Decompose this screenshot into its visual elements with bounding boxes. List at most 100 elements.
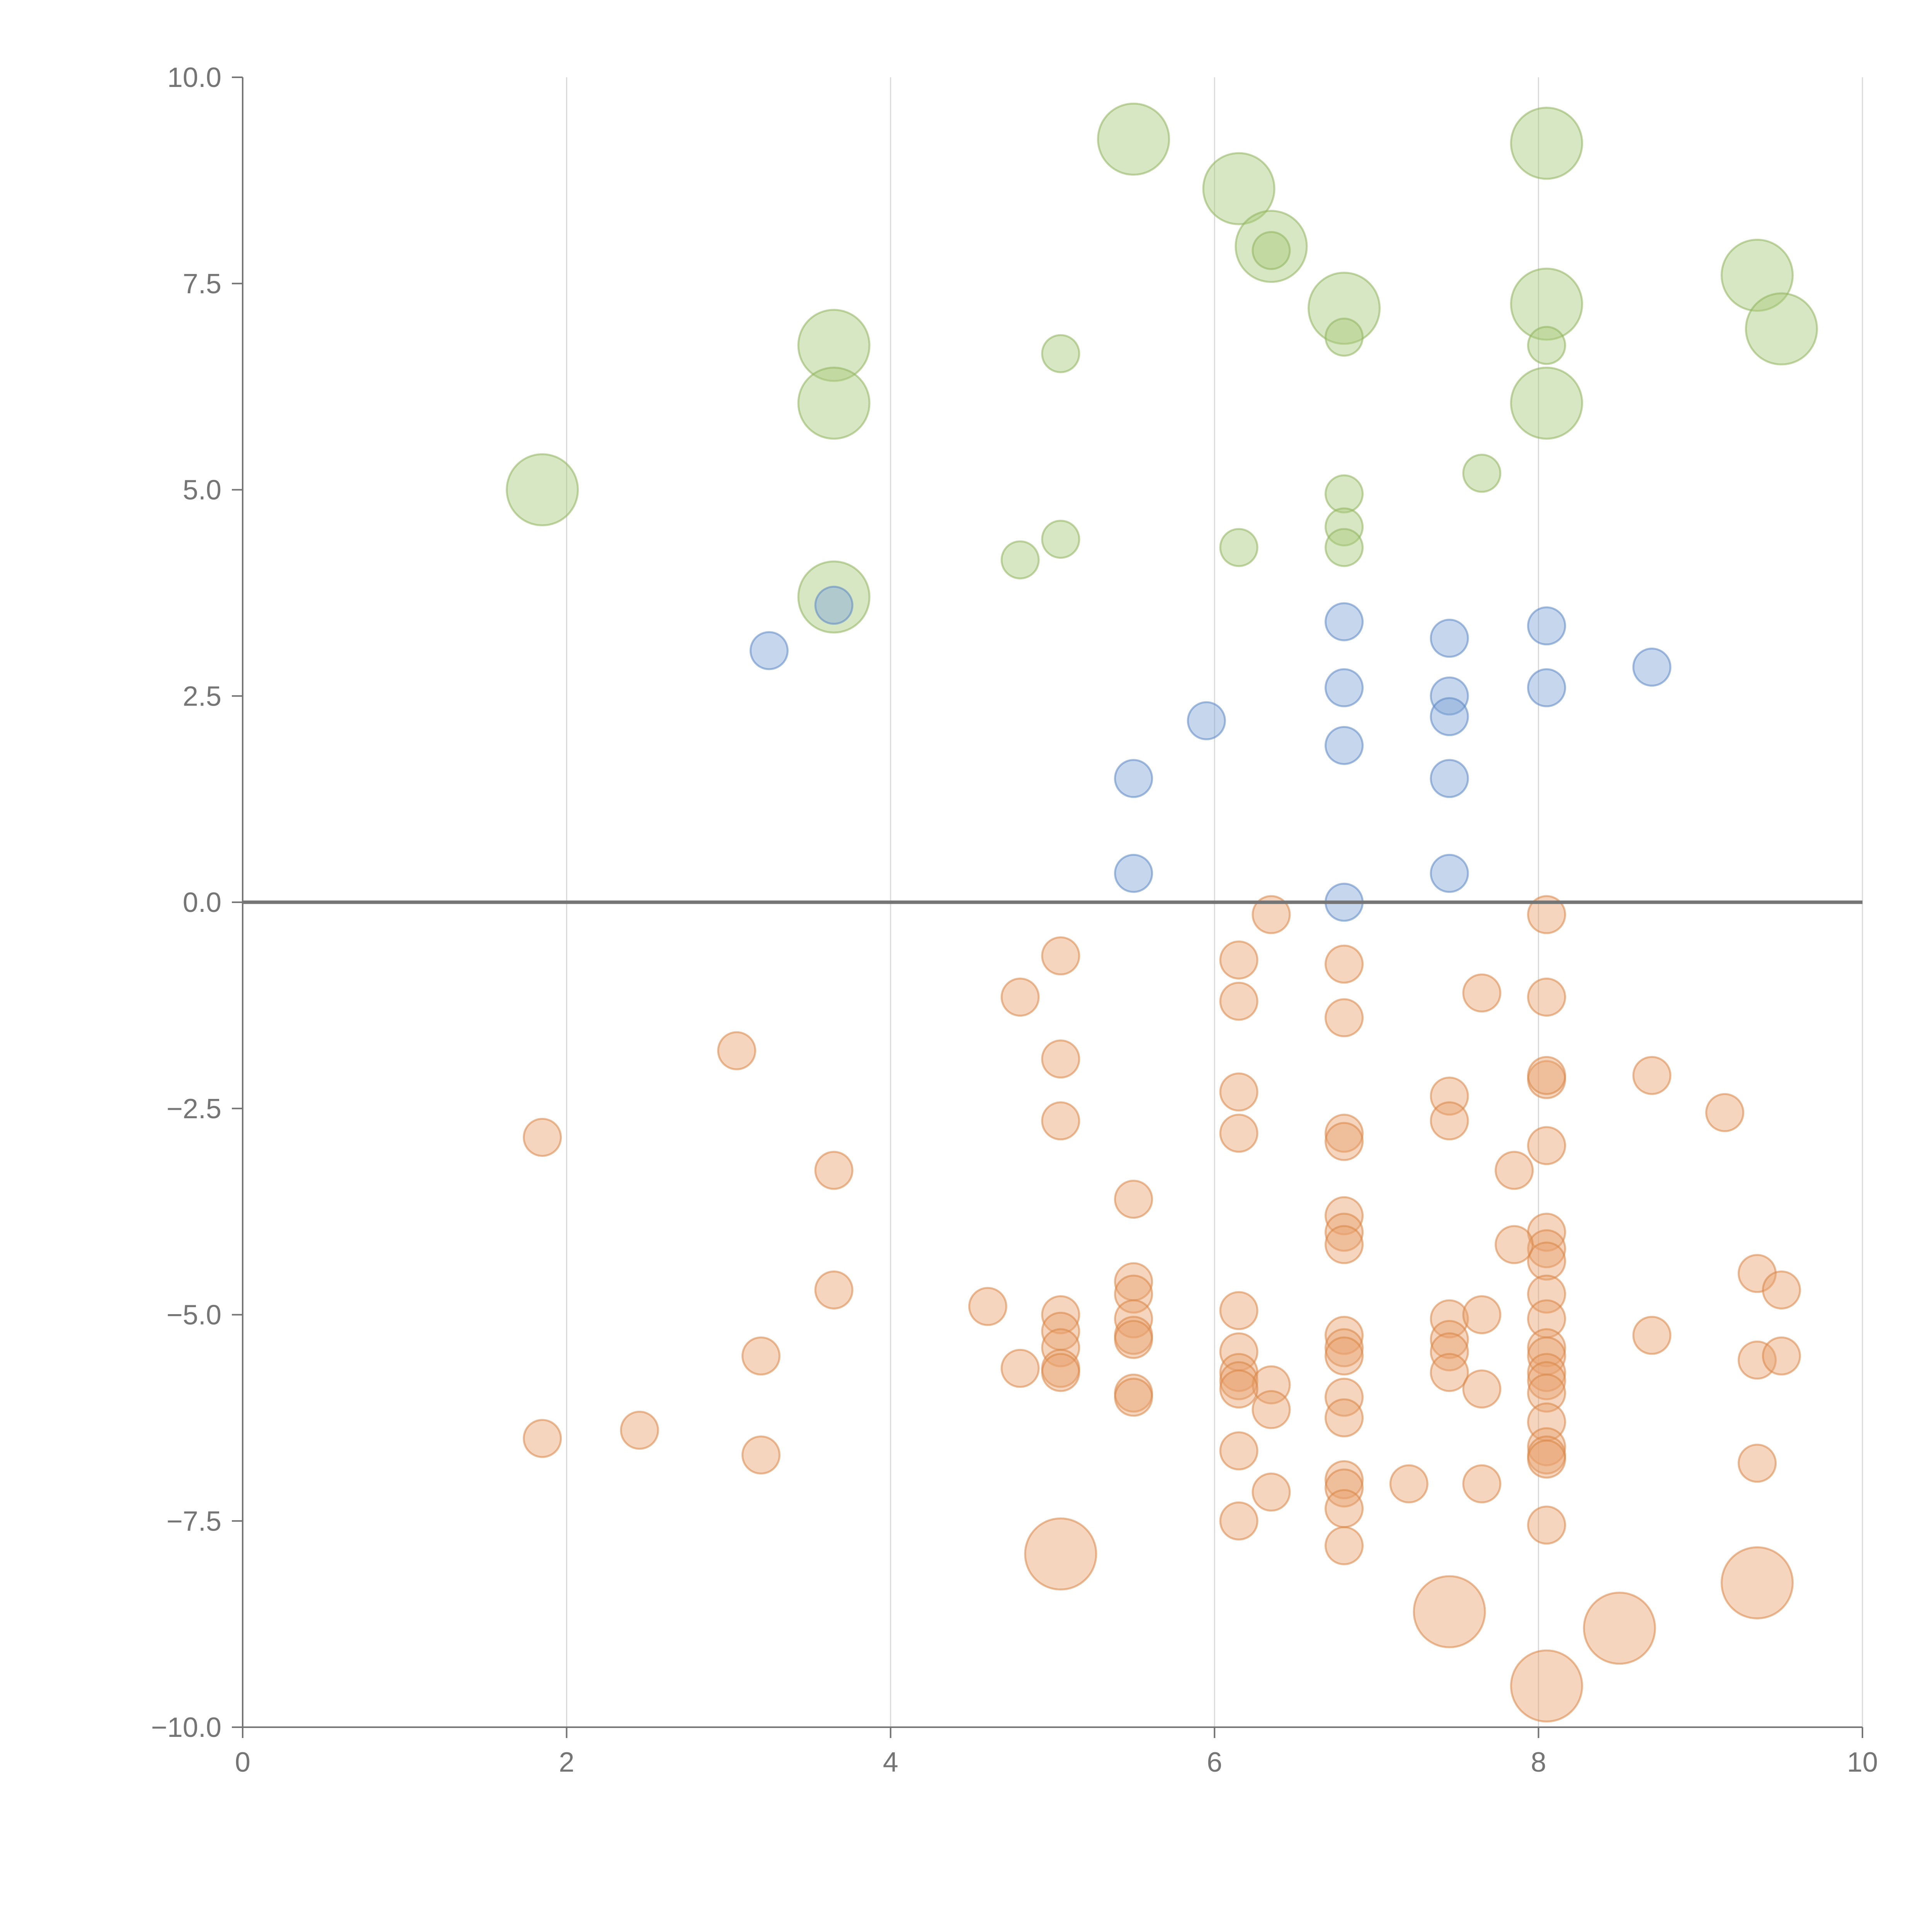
data-point-orange: [1527, 978, 1566, 1017]
data-point-blue: [1114, 854, 1153, 893]
data-point-orange: [1762, 1270, 1801, 1310]
data-point-orange: [1325, 1526, 1364, 1565]
data-point-green: [1325, 474, 1364, 514]
data-point-orange: [1325, 1328, 1364, 1367]
y-tick-label: 2.5: [183, 681, 221, 712]
data-point-orange: [1738, 1444, 1777, 1483]
data-point-green: [1462, 454, 1502, 493]
data-point-orange: [1219, 1369, 1259, 1409]
y-tick-label: 10.0: [167, 62, 221, 93]
data-point-orange: [1527, 1505, 1566, 1545]
data-point-green: [1510, 366, 1583, 440]
data-point-blue: [1430, 854, 1469, 893]
data-point-orange: [1325, 1122, 1364, 1161]
y-tick-label: −7.5: [167, 1506, 221, 1537]
data-point-orange: [1325, 1196, 1364, 1235]
data-point-green: [1325, 507, 1364, 547]
data-point-orange: [1325, 1316, 1364, 1355]
data-point-green: [1745, 292, 1818, 366]
y-tick-label: −5.0: [167, 1300, 221, 1331]
data-point-orange: [968, 1287, 1007, 1326]
axes: 10.0 7.5 5.0 2.5 0.0 −2.5 −5.0 −7.5 −10.0 0 2 4 6 8 10: [151, 62, 1878, 1778]
data-point-orange: [1527, 1229, 1566, 1269]
data-point-orange: [1527, 895, 1566, 934]
data-point-orange: [620, 1410, 659, 1450]
data-point-orange: [1219, 1431, 1259, 1471]
x-tick-label: 4: [883, 1747, 898, 1778]
data-point-orange: [1413, 1575, 1486, 1648]
data-point-orange: [1721, 1546, 1794, 1619]
data-point-orange: [1527, 1361, 1566, 1400]
data-point-green: [797, 366, 871, 440]
data-point-green: [797, 560, 871, 634]
data-point-orange: [1000, 978, 1040, 1017]
data-point-blue: [1325, 668, 1364, 707]
data-point-blue: [1430, 676, 1469, 716]
data-point-orange: [1219, 1291, 1259, 1330]
data-point-orange: [1738, 1254, 1777, 1293]
data-point-orange: [1041, 1039, 1080, 1079]
data-point-orange: [717, 1031, 757, 1070]
data-point-blue: [1187, 701, 1226, 740]
data-point-orange: [1041, 1101, 1080, 1141]
data-point-orange: [1738, 1340, 1777, 1380]
data-point-orange: [741, 1336, 781, 1376]
data-point-orange: [1114, 1378, 1153, 1417]
data-point-orange: [1510, 1649, 1583, 1723]
data-point-orange: [814, 1270, 854, 1310]
data-point-blue: [1430, 759, 1469, 798]
x-tick-label: 0: [235, 1747, 250, 1778]
data-point-orange: [1389, 1464, 1429, 1503]
data-point-orange: [1527, 1427, 1566, 1466]
data-point-orange: [1462, 973, 1502, 1013]
data-point-green: [1235, 210, 1308, 283]
data-point-orange: [1462, 1464, 1502, 1503]
data-point-orange: [1527, 1373, 1566, 1413]
data-point-green: [1527, 326, 1566, 365]
data-point-green: [506, 453, 579, 526]
data-point-orange: [1325, 998, 1364, 1037]
data-point-orange: [1527, 1056, 1566, 1095]
y-tick-label: −2.5: [167, 1094, 221, 1124]
data-point-orange: [1114, 1299, 1153, 1338]
data-point-orange: [1219, 1361, 1259, 1400]
data-point-orange: [1632, 1056, 1672, 1095]
data-point-green: [1252, 231, 1291, 270]
data-point-orange: [523, 1117, 562, 1157]
data-point-orange: [1527, 1242, 1566, 1281]
data-point-orange: [1041, 936, 1080, 976]
data-point-orange: [1430, 1101, 1469, 1141]
data-point-orange: [1325, 1460, 1364, 1499]
data-point-orange: [1325, 1114, 1364, 1153]
data-point-orange: [1430, 1320, 1469, 1359]
data-point-blue: [1632, 648, 1672, 687]
data-point-orange: [1252, 895, 1291, 934]
data-point-orange: [1430, 1299, 1469, 1338]
data-point-green: [1510, 107, 1583, 180]
data-point-blue: [1527, 606, 1566, 646]
data-point-green: [1202, 152, 1276, 225]
data-point-orange: [523, 1419, 562, 1458]
data-point-orange: [1325, 1225, 1364, 1264]
data-point-orange: [1219, 981, 1259, 1021]
data-point-orange: [1325, 1489, 1364, 1528]
data-point-orange: [1495, 1151, 1534, 1190]
data-point-blue: [1114, 759, 1153, 798]
data-point-green: [1041, 520, 1080, 559]
data-points: [506, 102, 1818, 1723]
data-point-orange: [814, 1151, 854, 1190]
y-tick-label: 7.5: [183, 269, 221, 299]
data-point-orange: [1462, 1369, 1502, 1409]
data-point-orange: [1462, 1295, 1502, 1334]
data-point-orange: [1219, 1072, 1259, 1112]
data-point-orange: [1252, 1390, 1291, 1429]
data-point-blue: [1430, 619, 1469, 658]
data-point-orange: [1430, 1332, 1469, 1372]
data-point-orange: [1219, 940, 1259, 980]
data-point-orange: [1325, 1336, 1364, 1376]
data-point-blue: [1325, 726, 1364, 765]
data-point-green: [1325, 318, 1364, 357]
data-point-orange: [1527, 1126, 1566, 1165]
